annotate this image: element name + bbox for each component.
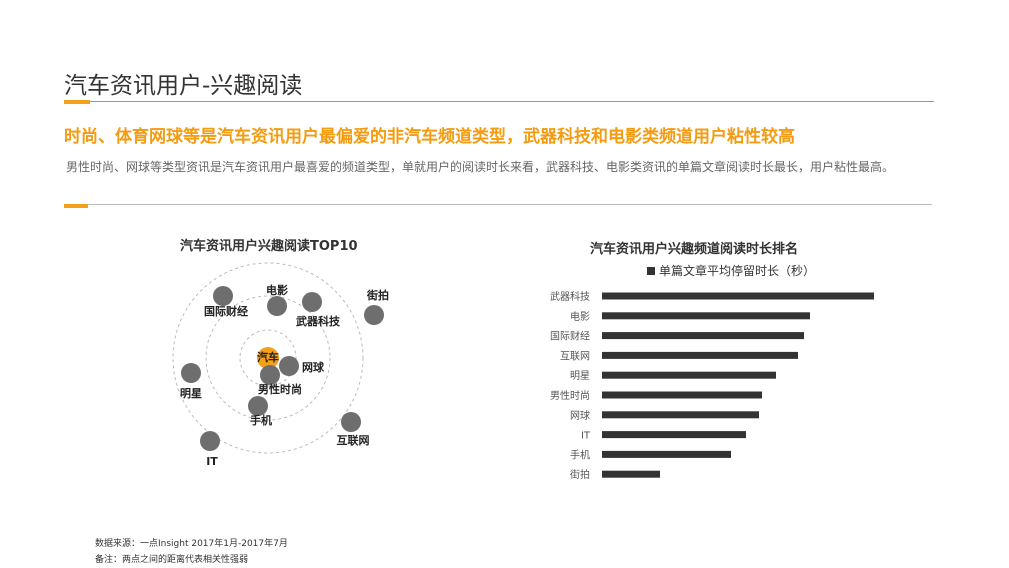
- bar-category-label: 明星: [570, 370, 590, 382]
- bar: [602, 450, 731, 458]
- bubble-label: 武器科技: [296, 314, 341, 328]
- bar-category-label: 电影: [570, 310, 590, 323]
- bar: [602, 391, 762, 399]
- bubble-label: 互联网: [337, 433, 370, 447]
- bar: [602, 292, 874, 300]
- bubble-label: IT: [206, 455, 218, 468]
- source-note: 数据来源：一点Insight 2017年1月-2017年7月: [95, 539, 288, 549]
- bubble-point: [200, 431, 220, 451]
- bar-category-label: 武器科技: [550, 290, 590, 303]
- bar-chart-title: 汽车资讯用户兴趣频道阅读时长排名: [590, 242, 799, 257]
- title-accent-bar: [64, 100, 90, 104]
- bar: [602, 431, 746, 439]
- bar: [602, 351, 798, 359]
- bar-category-label: 男性时尚: [550, 389, 590, 402]
- bubble-point: [260, 365, 280, 385]
- bar-category-label: 国际财经: [550, 330, 590, 343]
- bubble-label: 网球: [302, 360, 325, 374]
- bar: [602, 470, 660, 478]
- bubble-point: [267, 296, 287, 316]
- bubble-label: 手机: [250, 413, 272, 427]
- section-divider: [64, 204, 932, 205]
- bar: [602, 312, 810, 320]
- ring-3: [172, 262, 364, 454]
- bar-category-label: 手机: [570, 448, 590, 461]
- section-accent-bar: [64, 204, 88, 208]
- bar-category-label: 互联网: [560, 350, 590, 362]
- bubble-label: 电影: [266, 283, 288, 297]
- bubble-point: [248, 396, 268, 416]
- bubble-label: 国际财经: [204, 304, 248, 318]
- bubble-point: [213, 286, 233, 306]
- bar: [602, 332, 804, 340]
- bubble-point: [341, 412, 361, 432]
- bar-category-label: 街拍: [570, 468, 590, 481]
- bubble-point: [364, 305, 384, 325]
- bubble-label: 男性时尚: [258, 382, 302, 396]
- title-divider: [64, 101, 934, 102]
- bar: [602, 411, 759, 419]
- bubble-point: [181, 363, 201, 383]
- ring-1: [239, 329, 297, 387]
- bubble-label: 街拍: [366, 288, 389, 302]
- bubble-chart-title: 汽车资讯用户兴趣阅读TOP10: [180, 239, 358, 254]
- ring-2: [205, 295, 331, 421]
- bubble-point: [302, 292, 322, 312]
- page-title: 汽车资讯用户-兴趣阅读: [64, 73, 303, 99]
- bubble-label: 汽车: [257, 350, 279, 364]
- bubble-label: 明星: [180, 387, 202, 400]
- bubble-point: [279, 356, 299, 376]
- bubble-point: [257, 347, 279, 369]
- bar: [602, 371, 776, 379]
- legend-swatch: [647, 267, 655, 275]
- legend-label: 单篇文章平均停留时长（秒）: [659, 263, 815, 278]
- headline: 时尚、体育网球等是汽车资讯用户最偏爱的非汽车频道类型，武器科技和电影类频道用户粘…: [64, 127, 795, 147]
- remark-note: 备注：两点之间的距离代表相关性强弱: [95, 555, 249, 565]
- bar-category-label: IT: [581, 431, 591, 442]
- description: 男性时尚、网球等类型资讯是汽车资讯用户最喜爱的频道类型，单就用户的阅读时长来看，…: [66, 160, 895, 174]
- bar-category-label: 网球: [570, 409, 590, 422]
